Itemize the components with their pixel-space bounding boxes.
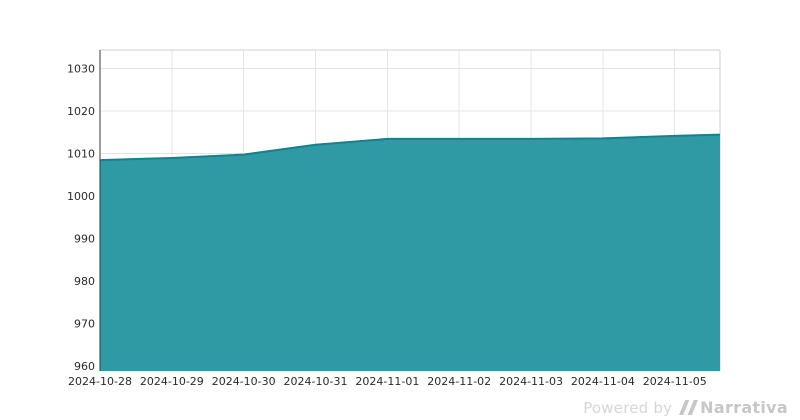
narrativa-logo-icon — [679, 400, 699, 415]
y-tick-label: 990 — [74, 232, 95, 245]
watermark: Powered by Narrativa — [583, 398, 788, 417]
x-tick-label: 2024-11-02 — [427, 375, 491, 388]
y-tick-label: 960 — [74, 360, 95, 373]
y-tick-label: 1020 — [67, 105, 95, 118]
y-tick-label: 980 — [74, 275, 95, 288]
y-tick-label: 1000 — [67, 190, 95, 203]
x-tick-label: 2024-11-03 — [499, 375, 563, 388]
x-tick-label: 2024-11-01 — [355, 375, 419, 388]
x-axis-tick-labels: 2024-10-28 2024-10-29 2024-10-30 2024-10-31… — [68, 375, 707, 388]
x-tick-label: 2024-10-28 — [68, 375, 132, 388]
area-series-line — [99, 133, 721, 162]
brand-wrap: Narrativa — [679, 398, 788, 417]
x-tick-label: 2024-10-31 — [284, 375, 348, 388]
y-axis-tick-labels: 960 970 980 990 1000 1010 1020 1030 — [67, 62, 95, 373]
x-tick-label: 2024-11-04 — [571, 375, 635, 388]
powered-by-text: Powered by — [583, 398, 673, 417]
area-series-fill — [100, 134, 720, 371]
x-tick-label: 2024-10-29 — [140, 375, 204, 388]
y-tick-label: 1010 — [67, 147, 95, 160]
y-tick-label: 1030 — [67, 62, 95, 75]
y-tick-label: 970 — [74, 317, 95, 330]
x-tick-label: 2024-11-05 — [643, 375, 707, 388]
x-tick-label: 2024-10-30 — [212, 375, 276, 388]
narrativa-brand-text: Narrativa — [700, 398, 788, 417]
